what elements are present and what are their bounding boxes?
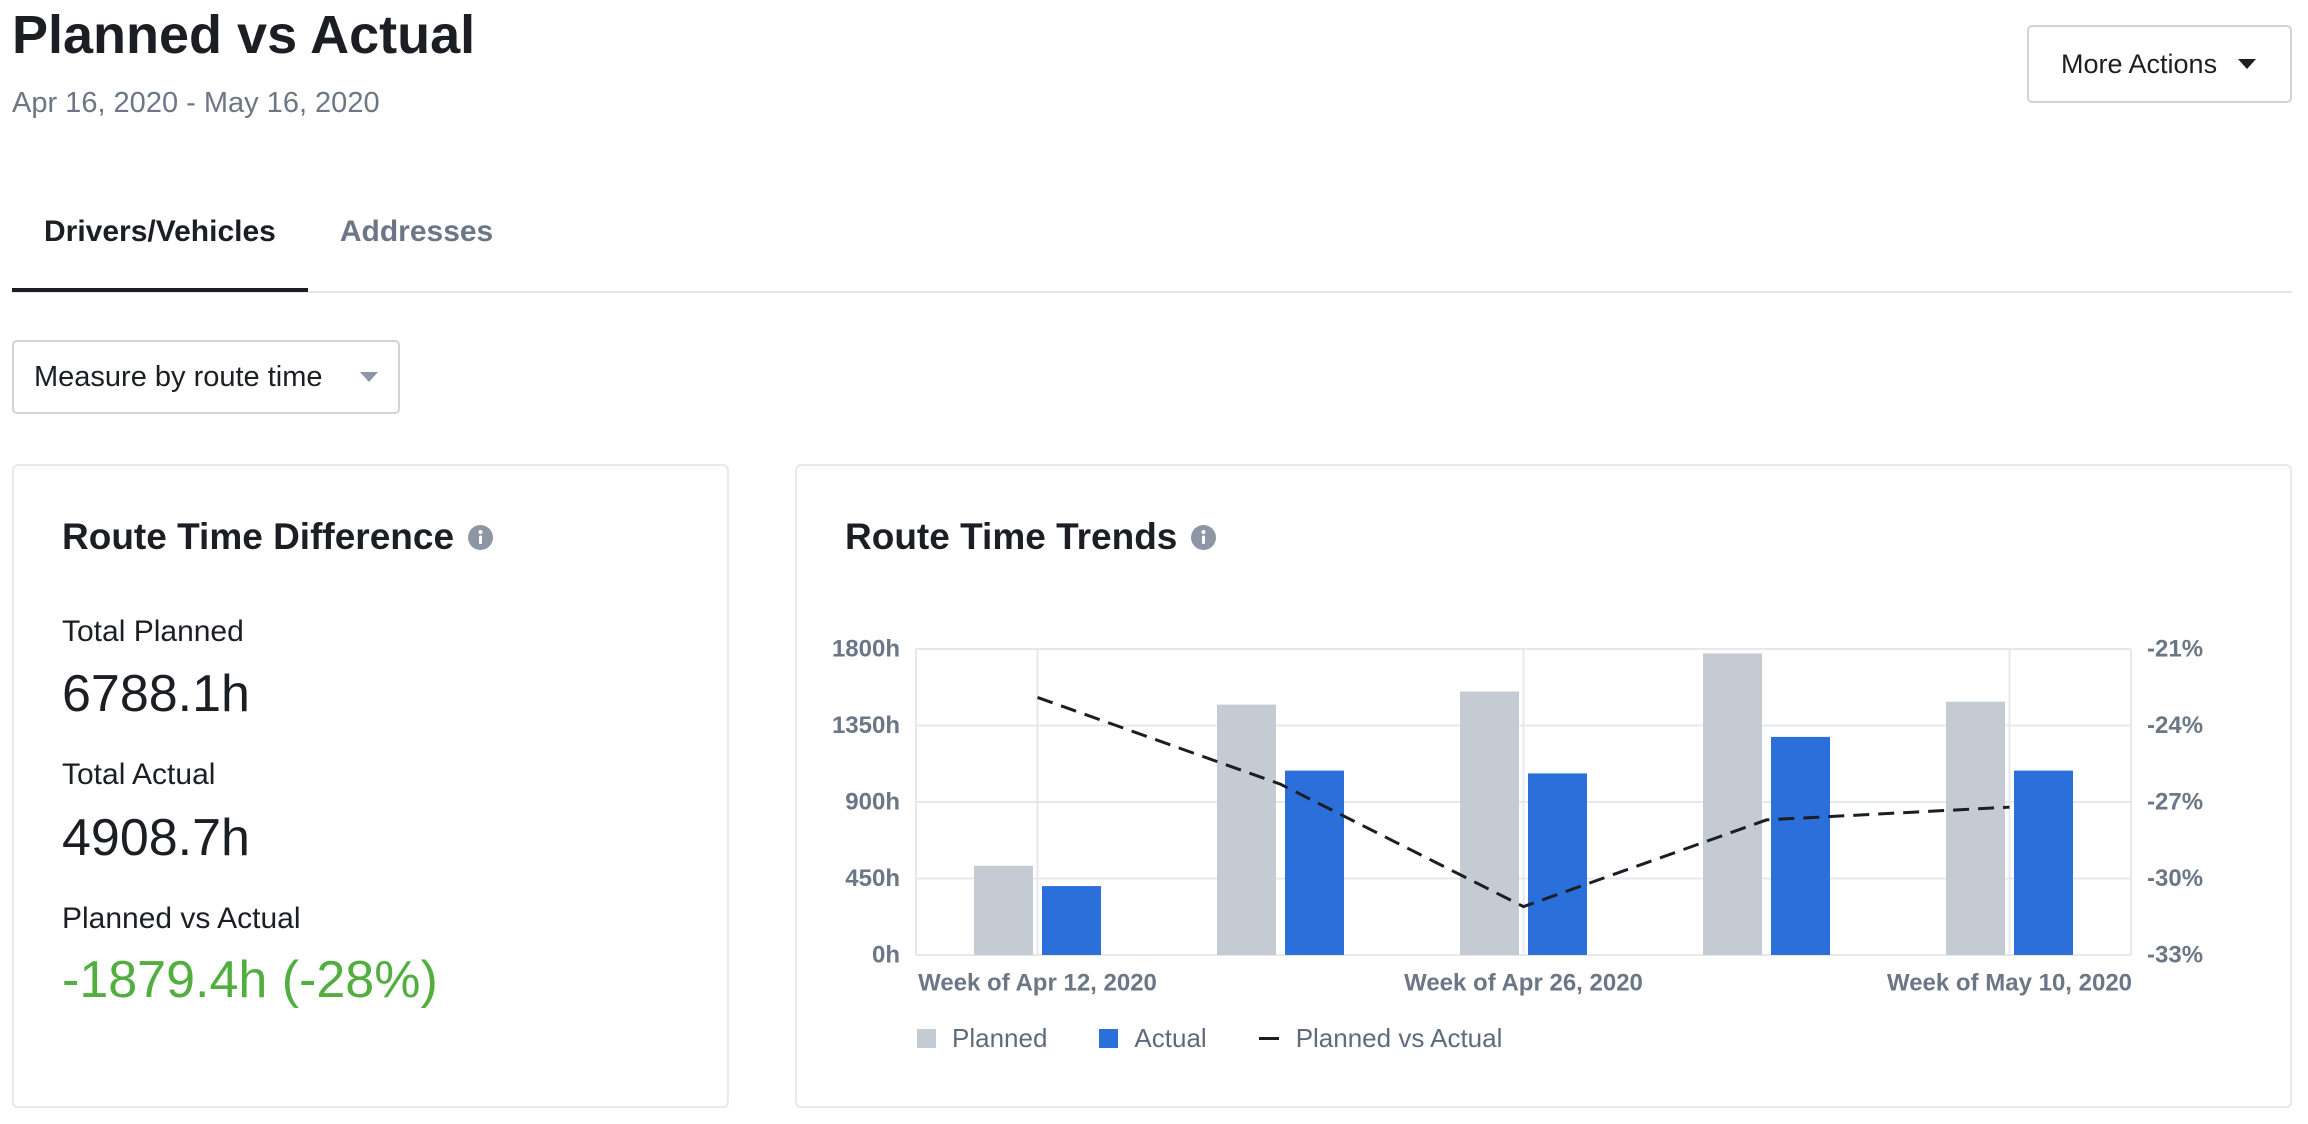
bar-actual-2 <box>1528 773 1587 955</box>
caret-down-icon <box>360 372 378 382</box>
total-planned-value: 6788.1h <box>62 665 250 723</box>
bar-planned-0 <box>974 865 1033 956</box>
card-title-text: Route Time Trends <box>845 516 1178 557</box>
route-time-difference-card: Route Time Difference Total Planned 6788… <box>12 464 729 1108</box>
y-left-tick-label: 1350h <box>832 712 900 739</box>
route-time-trends-chart: 0h 450h 900h 1350h 1800h -33% -30% -27% -24% -21%… <box>832 636 2203 997</box>
legend-label: Planned vs Actual <box>1295 1022 1503 1053</box>
y-right-tick-label: -33% <box>2147 942 2203 969</box>
y-right-tick-label: -24% <box>2147 712 2203 739</box>
date-range: Apr 16, 2020 - May 16, 2020 <box>12 87 380 119</box>
tab-addresses[interactable]: Addresses <box>308 172 525 292</box>
bar-actual-4 <box>2014 770 2073 955</box>
y-left-tick-label: 450h <box>845 865 900 892</box>
bar-actual-1 <box>1285 770 1344 955</box>
tab-label: Drivers/Vehicles <box>44 215 276 248</box>
y-left-tick-label: 900h <box>845 789 900 816</box>
y-left-tick-label: 1800h <box>832 636 900 663</box>
route-time-trends-card: 0h 450h 900h 1350h 1800h -33% -30% -27% -24% -21%… <box>795 464 2292 1108</box>
bar-actual-3 <box>1771 736 1830 955</box>
tab-label: Addresses <box>339 215 494 248</box>
card-title: Route Time Trends <box>845 512 1217 562</box>
bar-actual-0 <box>1042 886 1101 955</box>
total-actual-label: Total Actual <box>62 758 216 791</box>
total-planned-label: Total Planned <box>62 615 244 648</box>
legend-swatch <box>917 1028 936 1048</box>
legend-line-marker <box>1258 1036 1279 1040</box>
tab-divider <box>12 291 2292 293</box>
x-tick-label: Week of Apr 12, 2020 <box>918 970 1157 997</box>
bar-planned-1 <box>1217 704 1276 955</box>
legend-item-planned-vs-actual[interactable]: Planned vs Actual <box>1258 1022 1503 1054</box>
caret-down-icon <box>2238 59 2256 69</box>
info-icon[interactable] <box>1191 524 1217 550</box>
legend-item-actual[interactable]: Actual <box>1099 1022 1207 1054</box>
bar-planned-4 <box>1946 701 2005 955</box>
chart-legend: Planned Actual Planned vs Actual <box>917 1018 1554 1058</box>
series-line-planned-vs-actual <box>1036 695 2010 909</box>
tab-drivers-vehicles[interactable]: Drivers/Vehicles <box>12 172 308 292</box>
bar-planned-2 <box>1460 691 1519 955</box>
y-right-tick-label: -27% <box>2147 789 2203 816</box>
info-icon[interactable] <box>468 524 494 550</box>
planned-vs-actual-label: Planned vs Actual <box>62 902 301 935</box>
measure-select[interactable]: Measure by route time <box>12 340 400 414</box>
legend-label: Actual <box>1134 1022 1207 1053</box>
page-header: Planned vs Actual Apr 16, 2020 - May 16,… <box>0 0 2308 300</box>
y-left-tick-label: 0h <box>872 942 900 969</box>
x-tick-label: Week of May 10, 2020 <box>1887 970 2132 997</box>
planned-vs-actual-value: -1879.4h (-28%) <box>62 951 438 1009</box>
x-tick-label: Week of Apr 26, 2020 <box>1404 970 1643 997</box>
y-right-tick-label: -21% <box>2147 636 2203 663</box>
bar-planned-3 <box>1703 653 1762 955</box>
legend-swatch <box>1099 1028 1119 1048</box>
more-actions-button[interactable]: More Actions <box>2027 25 2292 103</box>
legend-item-planned[interactable]: Planned <box>917 1023 1047 1054</box>
tab-bar: Drivers/Vehicles Addresses <box>12 172 525 292</box>
legend-label: Planned <box>952 1022 1048 1053</box>
measure-select-value: Measure by route time <box>34 360 323 393</box>
card-title-text: Route Time Difference <box>62 516 455 557</box>
y-right-tick-label: -30% <box>2147 865 2203 892</box>
more-actions-label: More Actions <box>2061 48 2218 79</box>
total-actual-value: 4908.7h <box>62 809 250 867</box>
card-title: Route Time Difference <box>62 512 494 562</box>
page-title: Planned vs Actual <box>12 5 476 65</box>
